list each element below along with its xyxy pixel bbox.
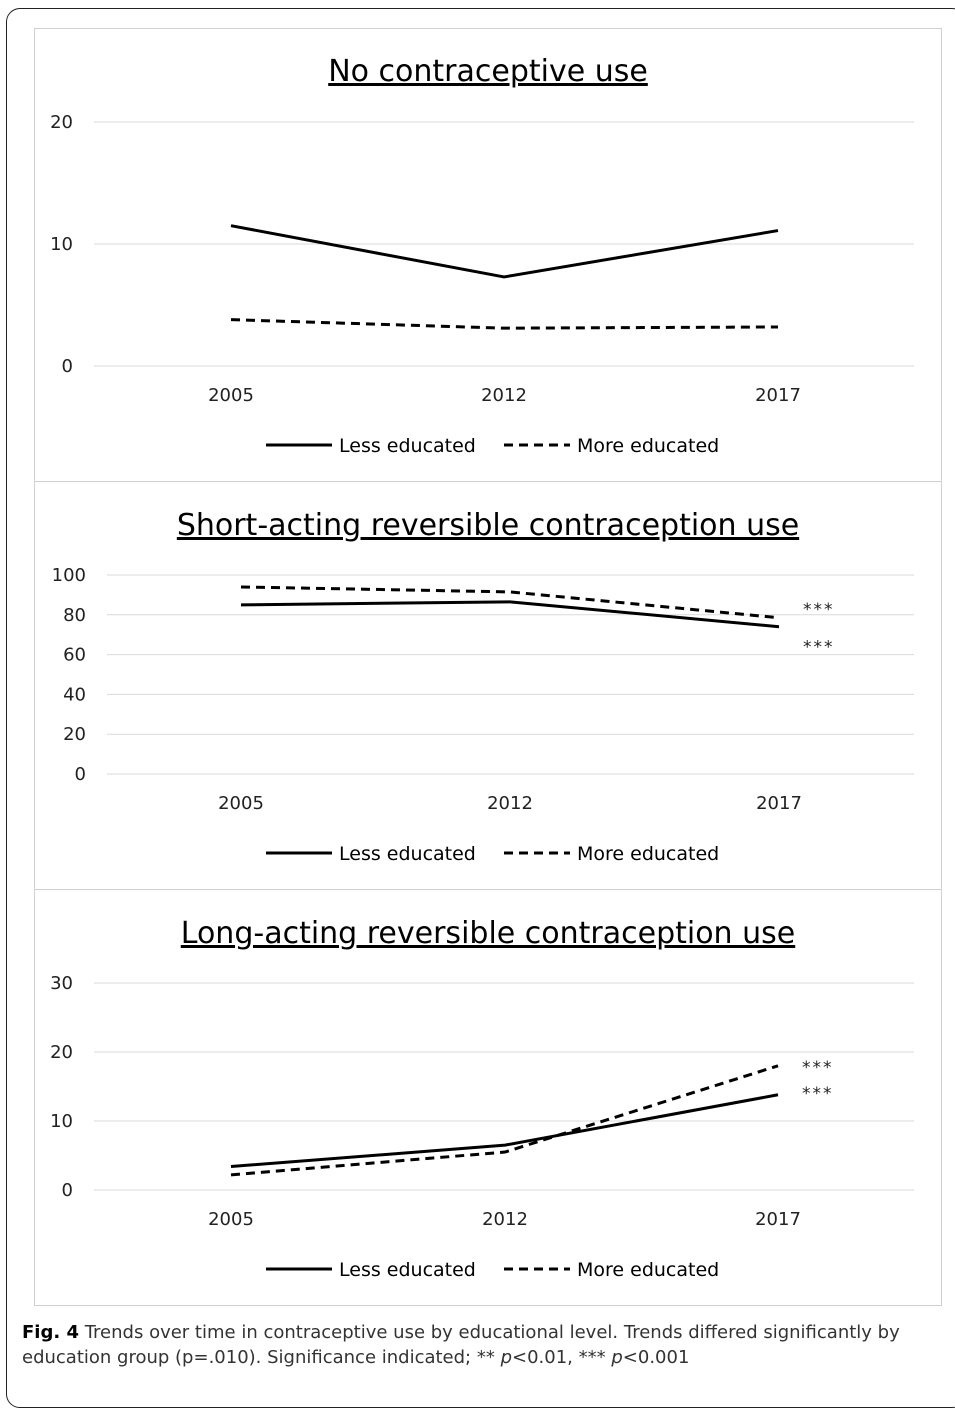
y-tick-label: 0	[62, 356, 73, 377]
y-tick-label: 40	[63, 684, 86, 705]
y-tick-label: 80	[63, 605, 86, 626]
chart-1: Short-acting reversible contraception us…	[52, 508, 914, 865]
y-tick-label: 20	[50, 1042, 73, 1063]
x-tick-label: 2005	[208, 385, 254, 406]
x-tick-label: 2005	[208, 1209, 254, 1230]
significance-annotation: ***	[803, 600, 835, 620]
chart-2: Long-acting reversible contraception use…	[50, 916, 914, 1281]
y-tick-label: 0	[62, 1180, 73, 1201]
series-line-less-educated	[230, 1093, 779, 1169]
caption-text-end: <0.001	[622, 1347, 690, 1368]
x-tick-label: 2017	[756, 793, 802, 814]
y-tick-label: 10	[50, 234, 73, 255]
chart-title: Short-acting reversible contraception us…	[177, 508, 799, 543]
caption-text-main: Trends over time in contraceptive use by…	[22, 1322, 900, 1368]
legend-label: More educated	[577, 843, 719, 865]
significance-annotation: ***	[802, 1058, 834, 1078]
series-line-more-educated	[230, 318, 779, 330]
caption-p-symbol-1: p	[500, 1347, 513, 1368]
panel-no-contraceptive-use	[34, 28, 942, 482]
significance-annotation: ***	[803, 638, 835, 658]
chart-title: Long-acting reversible contraception use	[181, 916, 795, 951]
chart-title: No contraceptive use	[328, 54, 648, 89]
series-line-less-educated	[240, 600, 780, 629]
caption-fig-label: Fig. 4	[22, 1322, 79, 1343]
y-tick-label: 20	[50, 112, 73, 133]
legend-label: Less educated	[339, 435, 476, 457]
caption-p-symbol-2: p	[611, 1347, 623, 1368]
chart-0: No contraceptive use 0 10 20 2005 2012 2017 Les…	[50, 54, 914, 457]
panel-short-acting-use	[34, 481, 942, 890]
legend-label: More educated	[577, 1259, 719, 1281]
y-tick-label: 0	[75, 764, 86, 785]
y-tick-label: 10	[50, 1111, 73, 1132]
legend-label: Less educated	[339, 1259, 476, 1281]
caption-text-mid: <0.01, ***	[512, 1347, 612, 1368]
series-line-less-educated	[230, 224, 779, 279]
x-tick-label: 2017	[755, 385, 801, 406]
legend-label: More educated	[577, 435, 719, 457]
x-tick-label: 2005	[218, 793, 264, 814]
y-tick-label: 100	[52, 565, 86, 586]
series-line-more-educated	[230, 1064, 779, 1177]
y-tick-label: 60	[63, 645, 86, 666]
x-tick-label: 2012	[487, 793, 533, 814]
x-tick-label: 2017	[755, 1209, 801, 1230]
significance-annotation: ***	[802, 1084, 834, 1104]
figure-caption: Fig. 4 Trends over time in contraceptive…	[22, 1320, 952, 1370]
y-tick-label: 20	[63, 724, 86, 745]
y-tick-label: 30	[50, 973, 73, 994]
charts-svg: No contraceptive use 0 10 20 2005 2012 2017 Les…	[50, 54, 914, 1281]
x-tick-label: 2012	[481, 385, 527, 406]
x-tick-label: 2012	[482, 1209, 528, 1230]
panel-long-acting-use	[34, 889, 942, 1306]
legend-label: Less educated	[339, 843, 476, 865]
